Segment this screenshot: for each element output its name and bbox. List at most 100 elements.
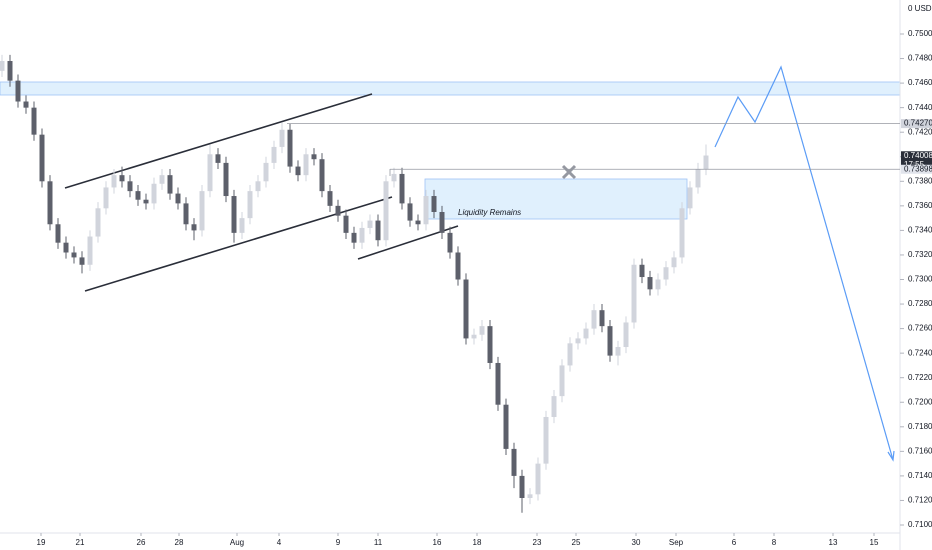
candle-body [375, 220, 381, 241]
candle-body [87, 236, 93, 265]
candle-body [639, 264, 645, 278]
candle-body [359, 227, 365, 243]
candle-body [503, 404, 509, 449]
candle-body [647, 277, 653, 290]
candle-body [175, 193, 181, 204]
annotation: Liquidity Remains [458, 208, 521, 217]
candle-body [207, 154, 213, 192]
candle-body [231, 196, 237, 233]
candle-body [335, 205, 341, 216]
x-tick-label: 4 [277, 538, 282, 547]
projection [714, 65, 894, 461]
x-tick-label: 23 [533, 538, 542, 547]
candle-body [383, 181, 389, 241]
candle-body [31, 107, 37, 135]
x-tick-label: 11 [374, 538, 383, 547]
candle-body [487, 326, 493, 363]
candle-body [631, 264, 637, 323]
trend-line [64, 93, 373, 189]
candle-body [455, 252, 461, 280]
candle-body [399, 173, 405, 204]
candle-body [439, 211, 445, 233]
price-label: 0.74008 [904, 151, 932, 160]
x-tick-label: 8 [772, 538, 777, 547]
candle-body [95, 208, 101, 237]
x-tick-label: Aug [230, 538, 244, 547]
candle-body [55, 224, 61, 243]
candle-body [263, 162, 269, 182]
candle-body [327, 191, 333, 206]
candle-body [471, 334, 477, 339]
candle-body [215, 154, 221, 163]
candle-body [103, 187, 109, 209]
drawings: Liquidity Remains [0, 65, 901, 462]
price-label-box [901, 119, 932, 129]
candle-body [159, 175, 165, 184]
candle-body [47, 181, 53, 225]
candle-body [0, 61, 5, 71]
candle-body [591, 310, 597, 329]
arrow-head [887, 450, 895, 462]
candle-body [63, 242, 69, 253]
candle-body [287, 129, 293, 167]
x-tick-label: 15 [870, 538, 879, 547]
price-label-box [901, 151, 932, 170]
candle-body [15, 80, 21, 102]
countdown: 17:55 [904, 160, 925, 169]
candle-body [303, 154, 309, 176]
candle-body [271, 146, 277, 163]
x-tick-label: 16 [433, 538, 442, 547]
candle-body [543, 416, 549, 464]
candle-body [479, 326, 485, 335]
candle-body [71, 252, 77, 258]
candle-body [583, 328, 589, 339]
candle-body [671, 257, 677, 268]
candle-body [407, 203, 413, 221]
candle-body [183, 203, 189, 225]
price-label-box [901, 164, 932, 174]
candle-body [559, 365, 565, 397]
candle-body [151, 183, 157, 204]
candle-body [391, 173, 397, 182]
x-tick-label: 30 [632, 538, 641, 547]
candle-body [519, 475, 525, 498]
x-tick-label: 9 [336, 538, 341, 547]
candle-body [119, 175, 125, 182]
candle-body [311, 154, 317, 160]
y-tick-label: 0.71000 [908, 520, 932, 529]
currency-label: 0 USD [908, 4, 932, 13]
candle-body [415, 220, 421, 225]
x-tick-label: 18 [473, 538, 482, 547]
x-tick-label: 28 [175, 538, 184, 547]
candle-body [615, 347, 621, 356]
candle-body [687, 187, 693, 209]
candle-body [551, 396, 557, 417]
candle-body [111, 175, 117, 188]
candle-body [447, 232, 453, 253]
zone [424, 178, 688, 220]
candle-body [223, 162, 229, 197]
candle-body [239, 218, 245, 233]
candle-body [423, 196, 429, 225]
zone [0, 81, 901, 96]
candle-body [623, 322, 629, 348]
candle-body [495, 362, 501, 405]
x-mark [561, 164, 577, 180]
